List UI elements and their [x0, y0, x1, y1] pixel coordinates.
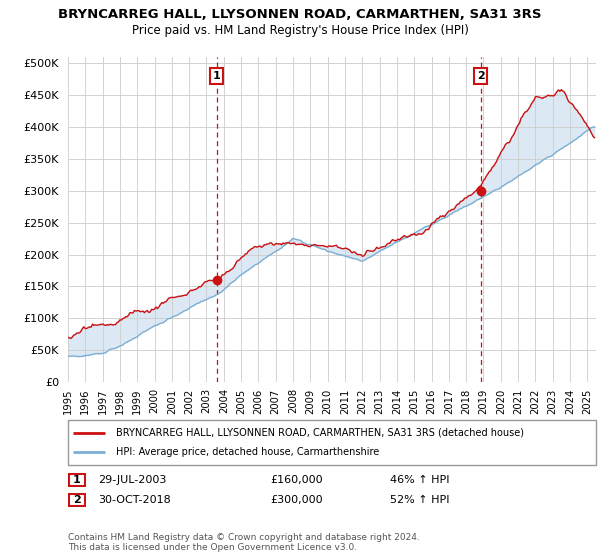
Text: 2: 2 — [476, 71, 484, 81]
Text: 1: 1 — [212, 71, 220, 81]
FancyBboxPatch shape — [68, 420, 596, 465]
Text: 2: 2 — [73, 495, 81, 505]
Text: £160,000: £160,000 — [270, 475, 323, 485]
FancyBboxPatch shape — [69, 494, 85, 506]
Text: HPI: Average price, detached house, Carmarthenshire: HPI: Average price, detached house, Carm… — [116, 447, 379, 458]
Text: Contains HM Land Registry data © Crown copyright and database right 2024.
This d: Contains HM Land Registry data © Crown c… — [68, 533, 420, 552]
Text: Price paid vs. HM Land Registry's House Price Index (HPI): Price paid vs. HM Land Registry's House … — [131, 24, 469, 37]
Text: 52% ↑ HPI: 52% ↑ HPI — [390, 495, 449, 505]
Text: BRYNCARREG HALL, LLYSONNEN ROAD, CARMARTHEN, SA31 3RS: BRYNCARREG HALL, LLYSONNEN ROAD, CARMART… — [58, 8, 542, 21]
Text: 29-JUL-2003: 29-JUL-2003 — [98, 475, 166, 485]
FancyBboxPatch shape — [69, 474, 85, 486]
Text: BRYNCARREG HALL, LLYSONNEN ROAD, CARMARTHEN, SA31 3RS (detached house): BRYNCARREG HALL, LLYSONNEN ROAD, CARMART… — [116, 428, 524, 437]
Text: 30-OCT-2018: 30-OCT-2018 — [98, 495, 171, 505]
Text: 1: 1 — [73, 475, 81, 485]
Text: 46% ↑ HPI: 46% ↑ HPI — [390, 475, 449, 485]
Text: £300,000: £300,000 — [270, 495, 323, 505]
